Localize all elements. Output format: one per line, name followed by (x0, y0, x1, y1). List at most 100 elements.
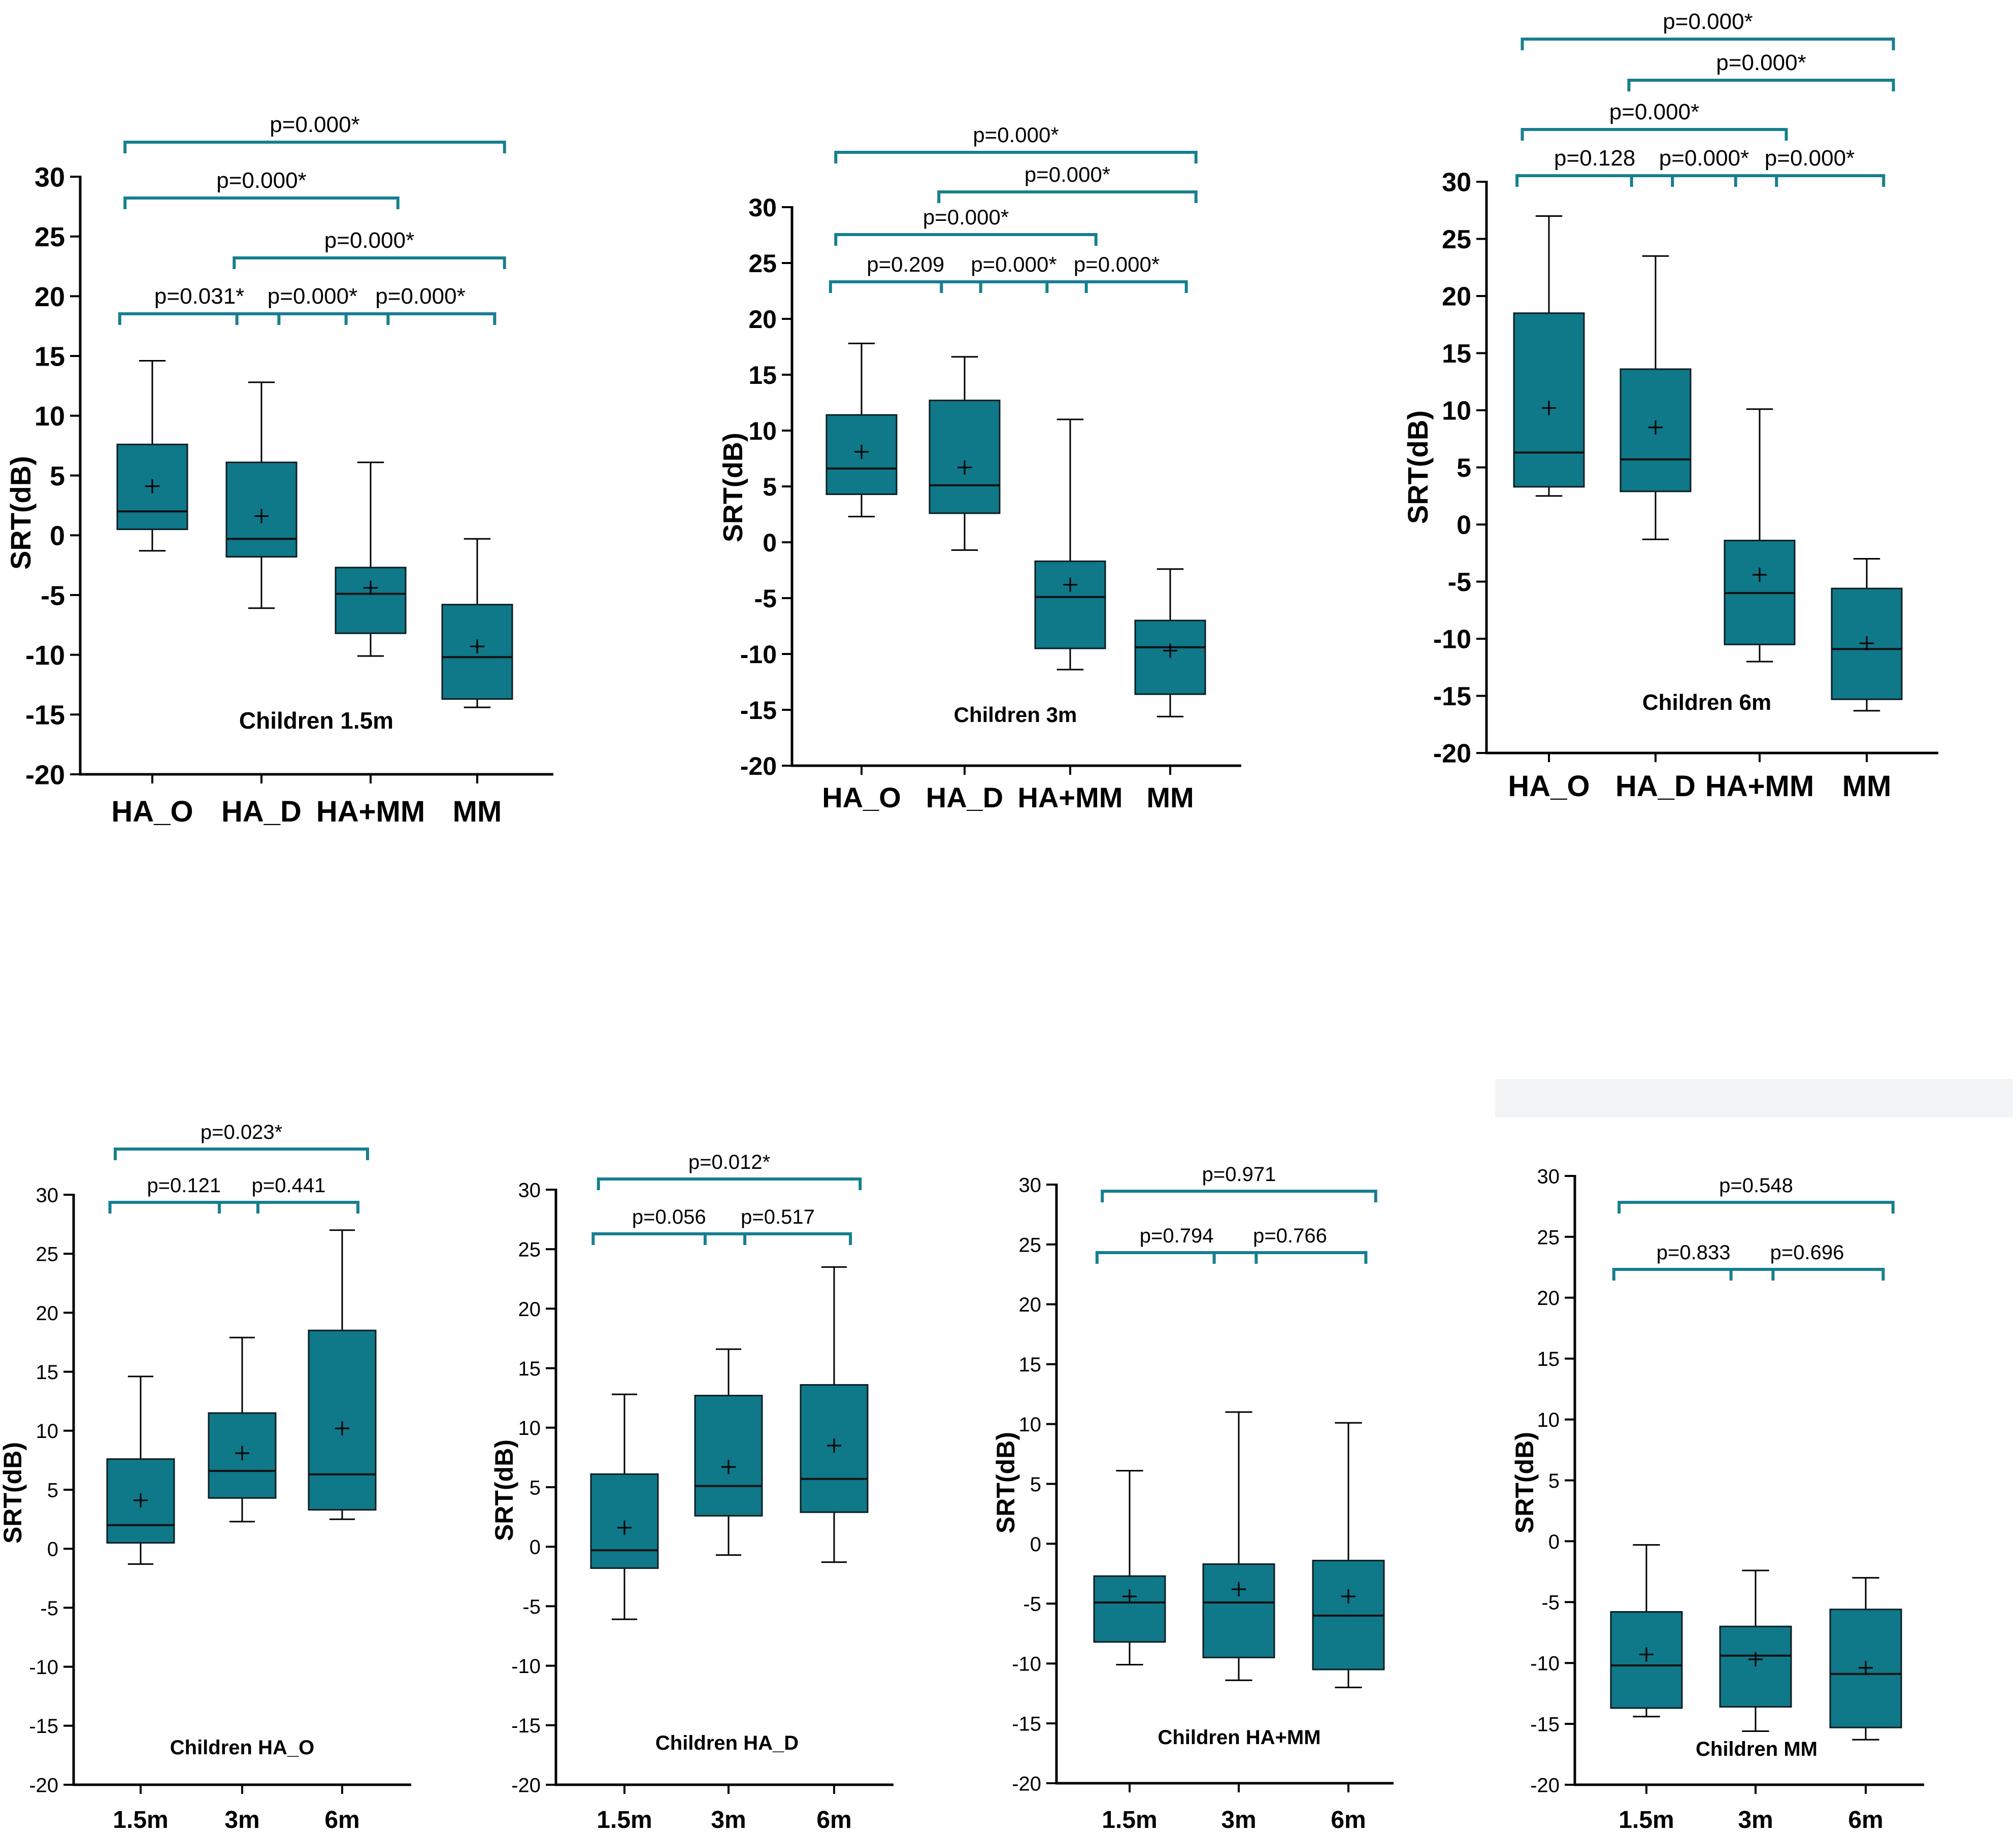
y-tick-label: -10 (511, 1655, 541, 1678)
p-value-label: p=0.000* (375, 284, 465, 309)
iqr-box (1093, 1575, 1166, 1643)
p-value-label: p=0.971 (1202, 1163, 1276, 1186)
x-category-label: 3m (711, 1807, 746, 1833)
p-value-label: p=0.000* (973, 123, 1059, 147)
y-tick-label: -5 (1541, 1592, 1560, 1614)
significance-bracket (1095, 1251, 1258, 1264)
y-tick-label: 30 (36, 1184, 59, 1206)
y-tick-label: 25 (518, 1239, 541, 1261)
y-tick-label: 15 (36, 1361, 59, 1384)
y-tick-label: -20 (25, 760, 65, 790)
y-axis-title: SRT(dB) (1402, 410, 1434, 524)
x-category-label: HA+MM (1705, 770, 1814, 803)
p-value-label: p=0.209 (867, 252, 944, 276)
y-tick-label: 10 (35, 401, 65, 432)
chart-panel-5: 30 25 20 15 10 5 0 -5 -10 -15 -20 1.5m 3m 6m SRT(dB) Ch… (490, 1151, 894, 1833)
box-6m (1829, 1577, 1902, 1741)
y-axis-title: SRT(dB) (0, 1442, 27, 1544)
significance-bracket (834, 233, 1098, 246)
y-tick-label: 20 (1537, 1287, 1560, 1309)
significance-bracket (233, 256, 506, 269)
y-tick-label: 5 (1457, 453, 1471, 483)
box-MM (441, 538, 513, 708)
x-category-label: HA_D (1615, 770, 1696, 803)
y-tick-label: 0 (530, 1536, 541, 1559)
p-value-label: p=0.000* (1716, 50, 1806, 75)
x-category-label: 6m (324, 1807, 359, 1833)
y-tick-label: -10 (1012, 1653, 1041, 1676)
significance-bracket (1729, 1268, 1885, 1281)
x-category-label: HA_D (926, 781, 1003, 813)
box-1.5m (1093, 1470, 1166, 1666)
y-tick-label: -20 (29, 1774, 58, 1796)
y-tick-label: 0 (47, 1538, 58, 1561)
iqr-box (1034, 560, 1106, 649)
y-tick-label: -10 (1433, 625, 1471, 654)
panel-title: Children MM (1696, 1738, 1817, 1760)
iqr-box (1610, 1611, 1683, 1709)
p-value-label: p=0.128 (1554, 146, 1635, 171)
p-value-label: p=0.000* (1024, 162, 1110, 186)
y-tick-label: -15 (511, 1715, 541, 1737)
y-tick-label: 30 (35, 162, 65, 192)
y-tick-label: -10 (29, 1656, 58, 1679)
y-tick-label: 20 (1019, 1294, 1042, 1316)
p-value-label: p=0.794 (1140, 1225, 1214, 1247)
iqr-box (1719, 1625, 1792, 1708)
significance-bracket (597, 1177, 862, 1190)
y-tick-label: -20 (1433, 739, 1471, 769)
y-tick-label: 10 (1537, 1409, 1560, 1431)
x-category-label: 3m (1221, 1807, 1256, 1833)
p-value-label: p=0.000* (270, 112, 359, 137)
p-value-label: p=0.000* (923, 205, 1009, 229)
p-value-label: p=0.696 (1770, 1241, 1844, 1264)
p-value-label: p=0.000* (1609, 100, 1699, 124)
y-tick-label: 30 (1537, 1165, 1560, 1188)
y-tick-label: 30 (518, 1179, 541, 1201)
x-category-label: HA+MM (1018, 781, 1123, 813)
significance-bracket (344, 312, 497, 325)
box-HA_D (225, 381, 298, 609)
y-tick-label: 5 (1030, 1473, 1041, 1496)
iqr-box (1202, 1563, 1275, 1658)
iqr-box (308, 1329, 377, 1511)
box-HA_O (825, 342, 898, 517)
chart-panel-2: 30 25 20 15 10 5 0 -5 -10 -15 -20 HA_O HA_D HA+MM MM SR… (718, 123, 1241, 813)
iqr-box (1513, 312, 1585, 488)
box-1.5m (590, 1393, 659, 1620)
y-tick-label: -5 (40, 1597, 58, 1620)
y-tick-label: 0 (50, 521, 65, 551)
x-category-label: 3m (224, 1807, 259, 1833)
significance-bracket (1045, 280, 1188, 293)
significance-bracket (123, 141, 506, 153)
significance-bracket (1734, 174, 1886, 187)
box-3m (1719, 1569, 1792, 1732)
y-tick-label: 15 (1442, 339, 1471, 369)
x-category-label: 1.5m (113, 1807, 168, 1833)
significance-bracket (591, 1232, 747, 1245)
p-value-label: p=0.000* (324, 228, 414, 253)
box-HA+MM (1034, 418, 1106, 671)
y-tick-label: 20 (35, 282, 65, 312)
y-tick-label: 0 (1030, 1533, 1041, 1556)
y-tick-label: 0 (1548, 1531, 1560, 1553)
x-category-label: HA_O (111, 795, 193, 828)
y-tick-label: -5 (1448, 568, 1471, 597)
y-tick-label: -15 (1012, 1713, 1041, 1735)
p-value-label: p=0.000* (971, 252, 1056, 276)
panel-title: Children HA_D (655, 1732, 799, 1754)
y-tick-label: 5 (530, 1477, 541, 1499)
box-MM (1134, 568, 1206, 717)
panel-title: Children 3m (954, 703, 1077, 727)
y-tick-label: 20 (748, 305, 777, 334)
significance-bracket (1101, 1190, 1377, 1202)
p-value-label: p=0.023* (201, 1121, 282, 1143)
p-value-label: p=0.766 (1253, 1225, 1327, 1247)
y-tick-label: -10 (1530, 1653, 1560, 1675)
y-tick-label: 15 (1019, 1354, 1042, 1376)
y-tick-label: 0 (1457, 511, 1471, 540)
x-category-label: 6m (1331, 1807, 1366, 1833)
p-value-label: p=0.441 (252, 1174, 326, 1197)
y-tick-label: 5 (47, 1479, 58, 1501)
